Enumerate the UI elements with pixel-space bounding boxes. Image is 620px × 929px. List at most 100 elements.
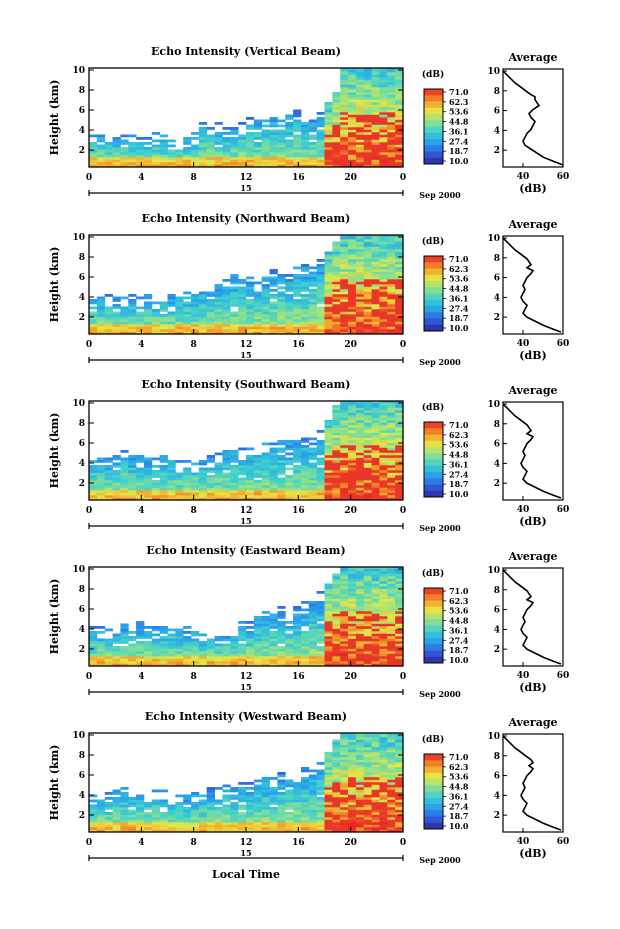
date-marker: 15 — [240, 183, 251, 193]
echo-cell — [167, 299, 176, 302]
echo-cell — [136, 316, 145, 320]
echo-cell — [340, 447, 349, 451]
echo-cell — [261, 824, 270, 828]
echo-cell — [324, 475, 333, 478]
echo-cell — [206, 301, 215, 305]
echo-cell — [395, 485, 404, 488]
echo-cell — [222, 784, 231, 788]
echo-cell — [96, 467, 106, 471]
echo-cell — [112, 157, 121, 160]
echo-cell — [175, 311, 184, 315]
echo-cell — [324, 485, 333, 488]
echo-cell — [143, 656, 153, 659]
echo-cell — [151, 638, 161, 642]
echo-cell — [159, 817, 168, 820]
echo-cell — [214, 309, 223, 312]
echo-cell — [261, 299, 270, 302]
echo-cell — [238, 467, 247, 471]
echo-cell — [355, 460, 365, 463]
echo-cell — [136, 643, 145, 647]
echo-cell — [387, 92, 396, 95]
echo-cell — [198, 646, 208, 649]
y-tick-label: 6 — [79, 605, 85, 615]
echo-cell — [332, 628, 341, 632]
echo-cell — [348, 812, 357, 815]
echo-cell — [348, 749, 357, 753]
echo-cell — [253, 495, 263, 498]
echo-cell — [308, 487, 318, 491]
echo-cell — [363, 779, 372, 783]
echo-cell — [269, 626, 278, 629]
echo-cell — [246, 139, 255, 143]
echo-cell — [120, 628, 129, 632]
echo-cell — [324, 299, 333, 302]
echo-cell — [332, 430, 341, 433]
echo-cell — [285, 139, 294, 143]
echo-cell — [143, 137, 153, 140]
echo-cell — [308, 829, 318, 833]
echo-cell — [395, 87, 404, 90]
echo-cell — [324, 157, 333, 160]
echo-cell — [96, 661, 106, 664]
echo-cell — [316, 648, 325, 652]
echo-cell — [300, 445, 310, 448]
echo-cell — [293, 495, 302, 498]
echo-cell — [340, 294, 349, 297]
echo-cell — [300, 326, 310, 330]
echo-cell — [308, 641, 318, 644]
echo-cell — [120, 482, 129, 486]
echo-cell — [261, 485, 270, 488]
echo-cell — [198, 294, 208, 297]
echo-cell — [238, 331, 247, 335]
echo-cell — [348, 326, 357, 330]
echo-cell — [395, 147, 404, 150]
echo-cell — [269, 124, 278, 128]
echo-cell — [308, 472, 318, 476]
echo-cell — [159, 152, 168, 155]
echo-cell — [324, 109, 333, 113]
echo-cell — [348, 470, 357, 473]
echo-cell — [214, 286, 223, 290]
echo-cell — [293, 621, 302, 624]
echo-cell — [355, 457, 365, 461]
echo-cell — [355, 467, 365, 471]
echo-cell — [120, 829, 129, 833]
echo-cell — [183, 331, 192, 335]
echo-cell — [293, 122, 302, 125]
echo-cell — [120, 797, 129, 800]
echo-cell — [104, 638, 113, 642]
echo-cell — [395, 636, 404, 639]
echo-cell — [222, 324, 231, 327]
average-frame — [502, 68, 564, 168]
echo-cell — [128, 472, 137, 476]
echo-cell — [246, 824, 255, 828]
x-tick-label: 8 — [191, 672, 197, 682]
echo-cell — [324, 787, 333, 790]
echo-cell — [230, 314, 239, 317]
echo-cell — [293, 817, 302, 820]
echo-cell — [230, 807, 239, 810]
echo-cell — [332, 817, 341, 820]
echo-cell — [348, 799, 357, 803]
echo-cell — [285, 804, 294, 808]
echo-cell — [253, 618, 263, 622]
echo-cell — [379, 286, 388, 290]
echo-cell — [332, 747, 341, 750]
echo-cell — [387, 269, 396, 272]
echo-cell — [324, 663, 333, 667]
echo-cell — [191, 824, 200, 828]
echo-cell — [316, 601, 325, 604]
echo-cell — [371, 794, 380, 798]
echo-cell — [222, 137, 231, 140]
echo-cell — [371, 621, 380, 624]
echo-cell — [395, 752, 404, 755]
echo-cell — [379, 117, 388, 120]
echo-cell — [222, 291, 231, 295]
echo-cell — [261, 154, 270, 158]
echo-cell — [379, 777, 388, 780]
echo-cell — [89, 651, 98, 654]
echo-cell — [104, 142, 113, 145]
echo-cell — [348, 132, 357, 135]
echo-cell — [269, 296, 278, 300]
echo-cell — [300, 465, 310, 468]
